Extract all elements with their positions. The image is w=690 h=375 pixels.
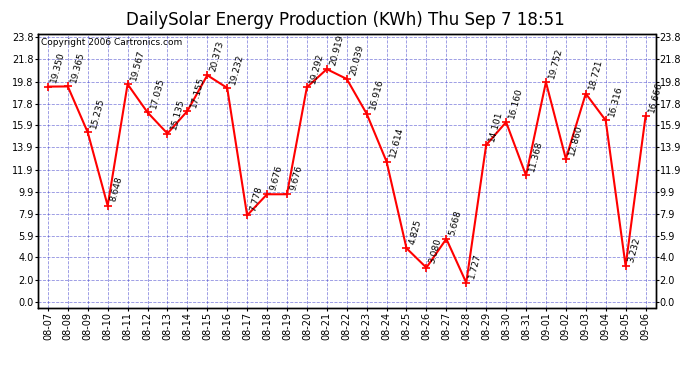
Text: 5.668: 5.668 [448, 209, 463, 236]
Text: 20.039: 20.039 [348, 44, 365, 76]
Text: DailySolar Energy Production (KWh) Thu Sep 7 18:51: DailySolar Energy Production (KWh) Thu S… [126, 11, 564, 29]
Text: 16.916: 16.916 [368, 78, 385, 111]
Text: 12.860: 12.860 [567, 123, 584, 156]
Text: 16.316: 16.316 [607, 85, 624, 118]
Text: 17.035: 17.035 [149, 77, 166, 110]
Text: 19.292: 19.292 [308, 52, 325, 84]
Text: 19.752: 19.752 [547, 46, 564, 80]
Text: 9.676: 9.676 [268, 164, 284, 192]
Text: 14.101: 14.101 [488, 110, 504, 142]
Text: 3.080: 3.080 [428, 237, 443, 265]
Text: 19.365: 19.365 [69, 51, 86, 84]
Text: Copyright 2006 Cartronics.com: Copyright 2006 Cartronics.com [41, 38, 182, 47]
Text: 11.368: 11.368 [527, 140, 544, 172]
Text: 15.135: 15.135 [169, 98, 186, 131]
Text: 7.778: 7.778 [248, 185, 264, 213]
Text: 17.155: 17.155 [189, 75, 206, 108]
Text: 15.235: 15.235 [89, 97, 106, 130]
Text: 4.825: 4.825 [408, 218, 423, 246]
Text: 19.350: 19.350 [49, 51, 66, 84]
Text: 12.614: 12.614 [388, 126, 405, 159]
Text: 16.666: 16.666 [647, 81, 664, 114]
Text: 18.721: 18.721 [587, 58, 604, 91]
Text: 20.373: 20.373 [208, 40, 226, 72]
Text: 1.727: 1.727 [468, 253, 483, 280]
Text: 19.232: 19.232 [228, 53, 246, 85]
Text: 16.160: 16.160 [507, 87, 524, 119]
Text: 3.232: 3.232 [627, 236, 642, 263]
Text: 19.567: 19.567 [129, 48, 146, 81]
Text: 8.648: 8.648 [109, 176, 124, 203]
Text: 9.676: 9.676 [288, 164, 304, 192]
Text: 20.919: 20.919 [328, 34, 345, 66]
